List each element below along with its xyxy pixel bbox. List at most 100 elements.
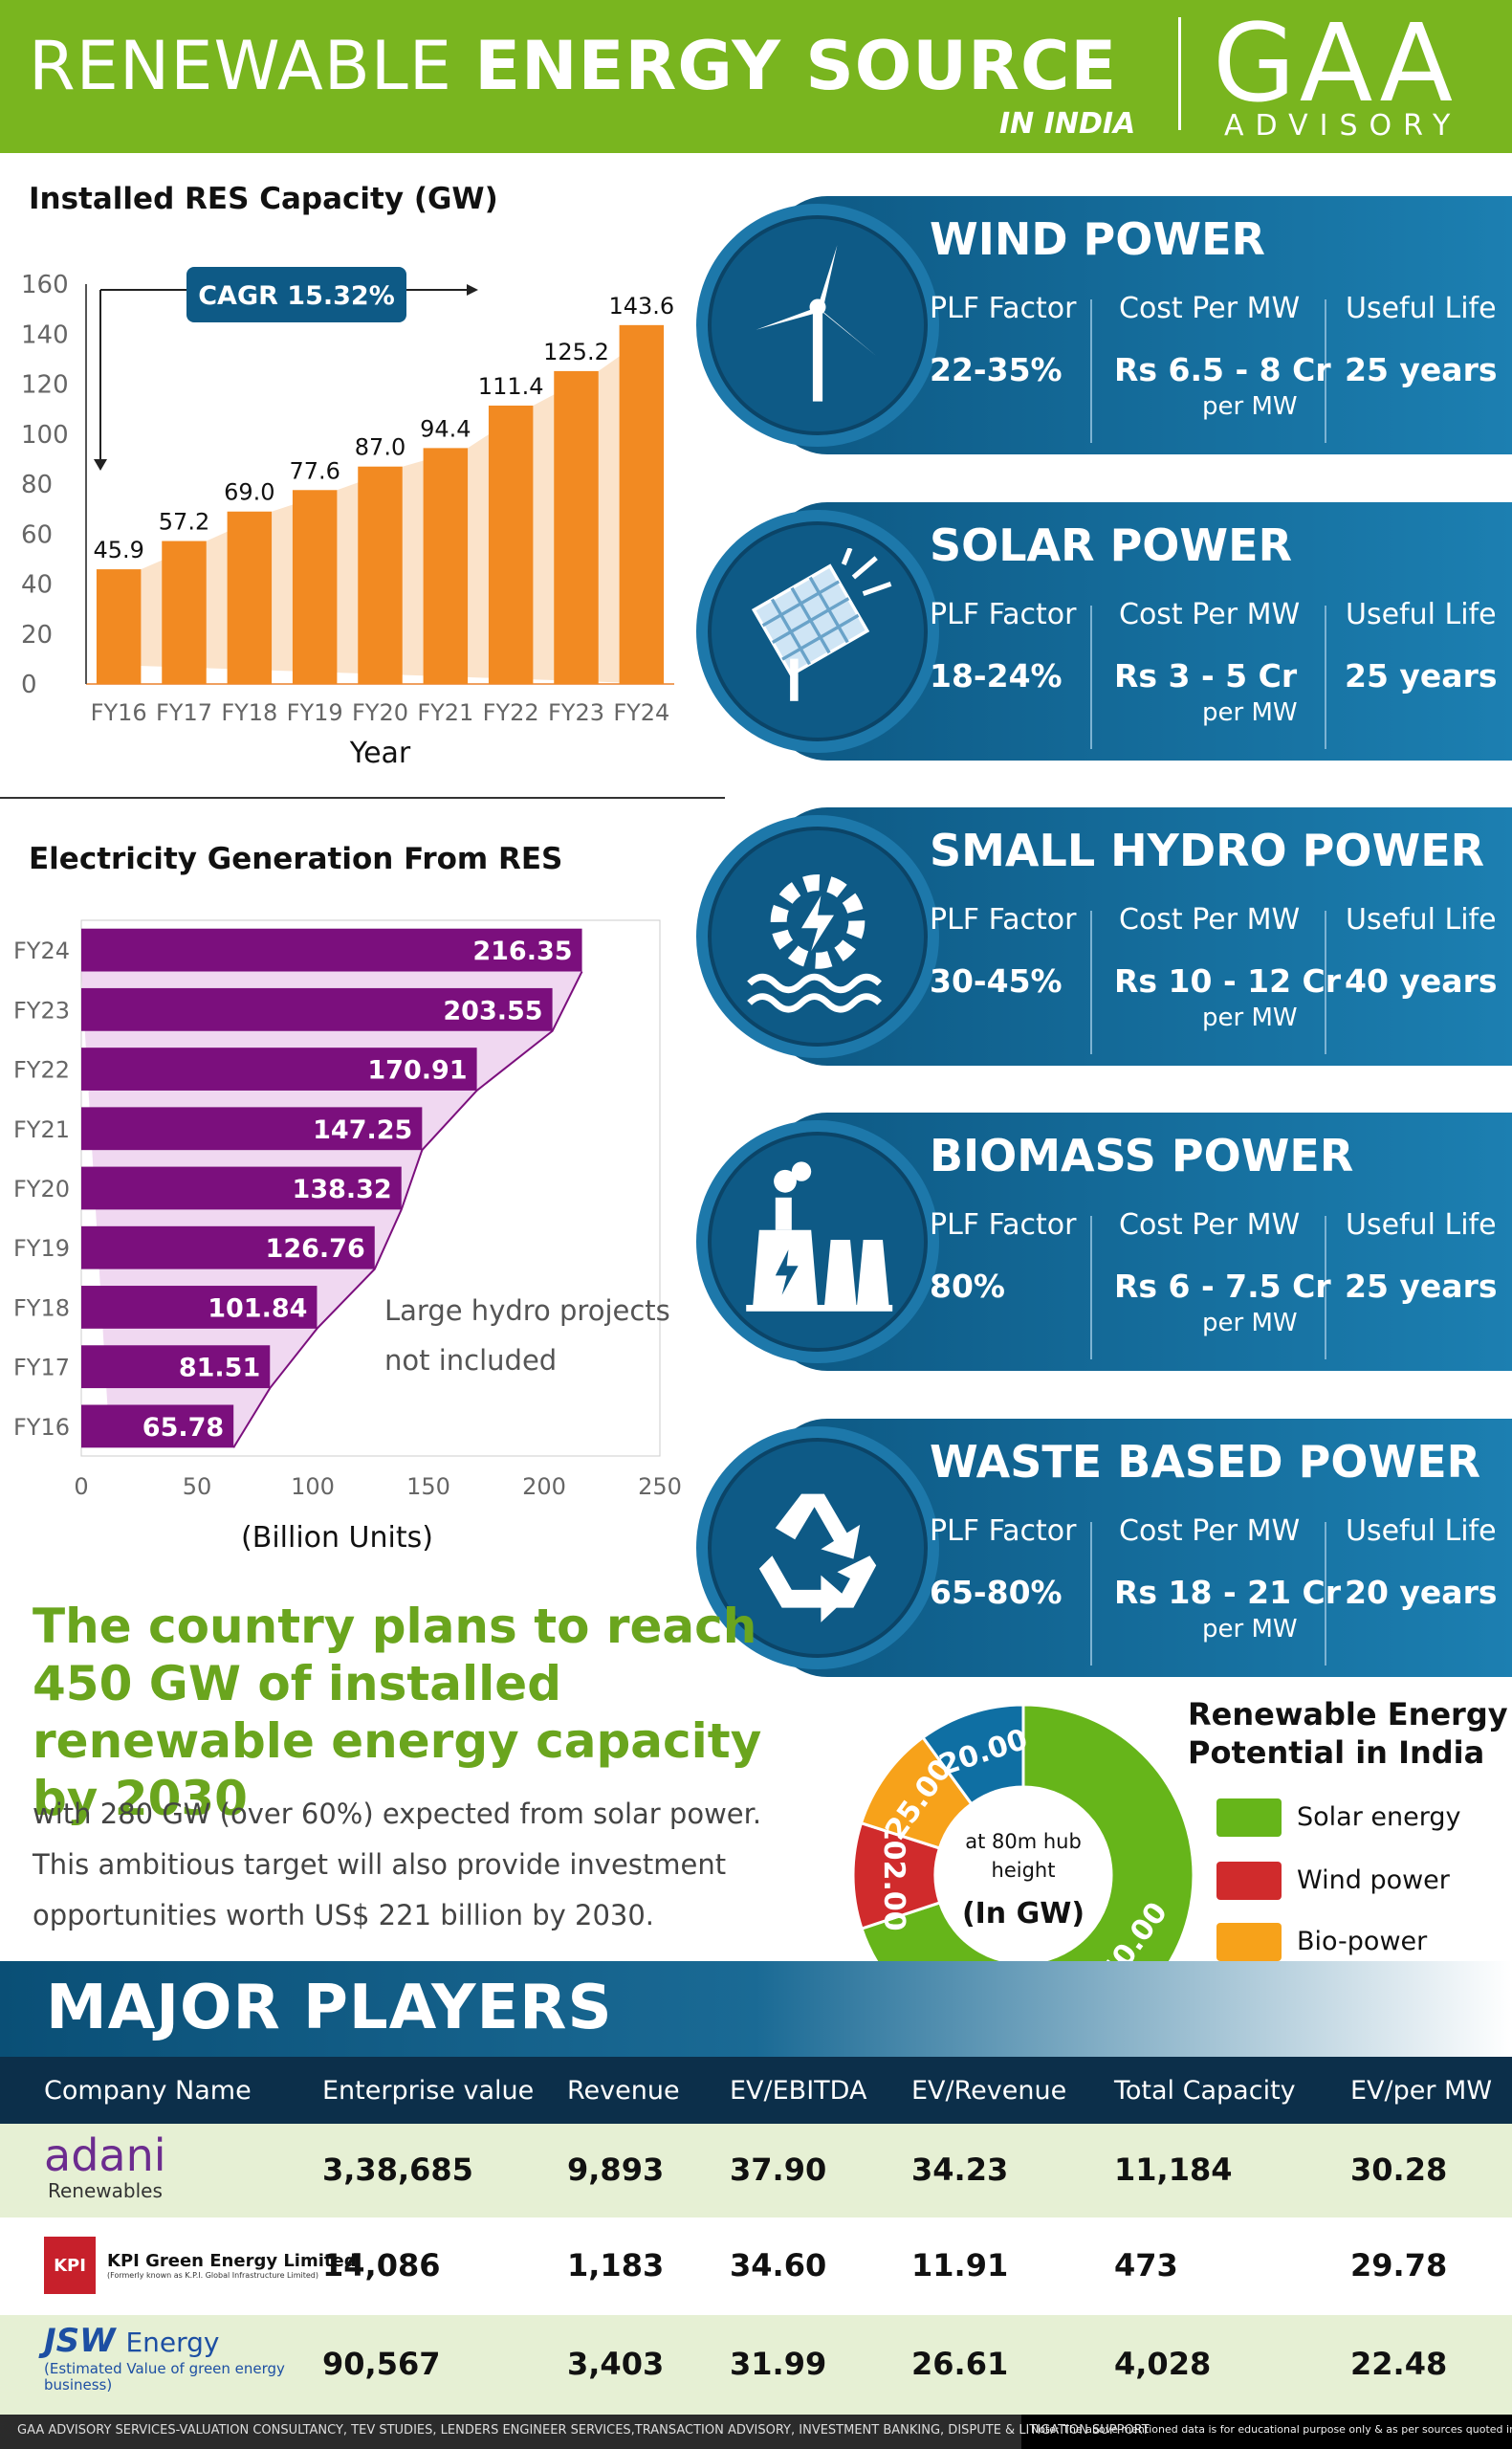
energy-card-circle bbox=[696, 1120, 939, 1363]
jsw-word: Energy bbox=[125, 2327, 220, 2358]
company-logo: adani Renewables bbox=[44, 2131, 166, 2202]
cost-header: Cost Per MW bbox=[1119, 1208, 1301, 1242]
generation-bar-chart: 216.35 FY24 203.55 FY23 170.91 FY22 147.25 FY21… bbox=[13, 919, 682, 1555]
y-tick-label: 0 bbox=[21, 671, 37, 699]
generation-bar bbox=[81, 928, 582, 972]
company-logo: KPI KPI Green Energy Limited (Formerly kno… bbox=[44, 2237, 357, 2294]
energy-card-title: SOLAR POWER bbox=[930, 519, 1292, 571]
capacity-value-label: 77.6 bbox=[289, 457, 340, 484]
capacity-bar bbox=[423, 448, 469, 684]
plf-header: PLF Factor bbox=[930, 1514, 1077, 1548]
generation-bar bbox=[81, 1225, 375, 1269]
cost-header: Cost Per MW bbox=[1119, 598, 1301, 631]
wind-turbine-icon bbox=[736, 242, 899, 408]
plf-value: 22-35% bbox=[930, 351, 1063, 388]
title-bold-part: ENERGY SOURCE bbox=[474, 27, 1118, 105]
plf-value: 30-45% bbox=[930, 962, 1063, 1000]
kpi-logo-mark: KPI bbox=[44, 2237, 96, 2294]
donut-center-line-2: height bbox=[992, 1859, 1056, 1882]
card-separator bbox=[1325, 606, 1326, 749]
donut-center-unit: (In GW) bbox=[962, 1897, 1085, 1931]
table-cell: 29.78 bbox=[1350, 2247, 1448, 2284]
section-divider bbox=[0, 797, 725, 799]
plf-value: 80% bbox=[930, 1268, 1005, 1305]
generation-bar bbox=[81, 1048, 477, 1091]
generation-value-label: 203.55 bbox=[443, 996, 542, 1026]
power-plant-icon bbox=[736, 1158, 899, 1325]
plf-header: PLF Factor bbox=[930, 903, 1077, 937]
cost-unit: per MW bbox=[1202, 392, 1298, 421]
card-separator bbox=[1325, 911, 1326, 1054]
plan-body: with 280 GW (over 60%) expected from sol… bbox=[33, 1798, 762, 1931]
players-title: MAJOR PLAYERS bbox=[46, 1973, 613, 2043]
column-header: Company Name bbox=[44, 2076, 252, 2106]
header-divider bbox=[1178, 17, 1181, 130]
capacity-value-label: 125.2 bbox=[543, 339, 609, 365]
y-tick-label: 80 bbox=[21, 471, 53, 499]
capacity-bar-chart: 0 20 40 60 80 100 120 140 160 45.9 FY16 57.2 FY17 69.… bbox=[21, 267, 674, 770]
trend-line bbox=[232, 971, 583, 1448]
generation-value-label: 216.35 bbox=[472, 937, 572, 966]
footer-services: GAA ADVISORY SERVICES-VALUATION CONSULTA… bbox=[17, 2423, 1150, 2438]
column-header: EV/per MW bbox=[1350, 2076, 1493, 2106]
card-separator bbox=[1090, 299, 1092, 443]
card-separator bbox=[1090, 911, 1092, 1054]
capacity-bar bbox=[96, 569, 142, 684]
capacity-value-label: 143.6 bbox=[608, 293, 674, 320]
y-tick-label: FY17 bbox=[13, 1355, 70, 1381]
footer-note: Note: The above mentioned data is for ed… bbox=[1031, 2423, 1512, 2436]
generation-bar bbox=[81, 987, 553, 1031]
life-header: Useful Life bbox=[1346, 598, 1497, 631]
energy-card-circle bbox=[696, 510, 939, 753]
life-header: Useful Life bbox=[1346, 1514, 1497, 1548]
note-line-1: Large hydro projects bbox=[384, 1294, 670, 1327]
plf-value: 65-80% bbox=[930, 1574, 1063, 1611]
x-tick-label: FY16 bbox=[91, 699, 147, 726]
generation-bar bbox=[81, 1404, 234, 1448]
generation-value-label: 81.51 bbox=[179, 1354, 260, 1383]
capacity-bar bbox=[358, 466, 403, 684]
capacity-value-label: 94.4 bbox=[420, 415, 471, 442]
cagr-label: CAGR 15.32% bbox=[198, 281, 395, 311]
energy-card-circle bbox=[696, 815, 939, 1058]
capacity-value-label: 87.0 bbox=[355, 434, 405, 461]
y-tick-label: FY18 bbox=[13, 1294, 70, 1321]
life-value: 25 years bbox=[1345, 351, 1498, 388]
legend-swatch bbox=[1216, 1798, 1282, 1837]
table-cell: 34.23 bbox=[911, 2151, 1009, 2188]
table-row bbox=[0, 2217, 1512, 2315]
title-light-part: RENEWABLE bbox=[29, 27, 475, 105]
capacity-value-label: 69.0 bbox=[224, 479, 274, 506]
x-tick-label: FY23 bbox=[548, 699, 604, 726]
hydro-turbine-icon bbox=[736, 853, 899, 1020]
legend-label: Solar energy bbox=[1297, 1802, 1461, 1832]
table-cell: 11.91 bbox=[911, 2247, 1009, 2284]
cost-value: Rs 6.5 - 8 Cr bbox=[1114, 351, 1331, 388]
life-value: 25 years bbox=[1345, 657, 1498, 695]
capacity-bar bbox=[162, 541, 207, 684]
adani-wordmark: adani bbox=[44, 2129, 166, 2181]
cagr-badge bbox=[186, 267, 406, 322]
plf-header: PLF Factor bbox=[930, 598, 1077, 631]
company-logo: JSW Energy (Estimated Value of green ener… bbox=[44, 2323, 293, 2394]
life-value: 25 years bbox=[1345, 1268, 1498, 1305]
plf-value: 18-24% bbox=[930, 657, 1063, 695]
card-separator bbox=[1090, 1216, 1092, 1359]
y-tick-label: 100 bbox=[21, 421, 69, 450]
legend-label: Bio-power bbox=[1297, 1927, 1428, 1956]
donut-center-line-1: at 80m hub bbox=[965, 1830, 1082, 1853]
x-tick-label: 200 bbox=[522, 1473, 566, 1500]
generation-bar bbox=[81, 1166, 402, 1210]
plf-header: PLF Factor bbox=[930, 292, 1077, 325]
card-separator bbox=[1090, 606, 1092, 749]
capacity-bar bbox=[292, 490, 338, 684]
donut-title: Renewable Energy Potential in India bbox=[1188, 1696, 1508, 1771]
table-cell: 11,184 bbox=[1114, 2151, 1233, 2188]
cost-header: Cost Per MW bbox=[1119, 903, 1301, 937]
table-cell: 31.99 bbox=[730, 2346, 827, 2382]
life-header: Useful Life bbox=[1346, 903, 1497, 937]
x-tick-label: 250 bbox=[638, 1473, 682, 1500]
cost-value: Rs 10 - 12 Cr bbox=[1114, 962, 1342, 1000]
capacity-bar bbox=[488, 405, 534, 684]
table-cell: 90,567 bbox=[322, 2346, 441, 2382]
